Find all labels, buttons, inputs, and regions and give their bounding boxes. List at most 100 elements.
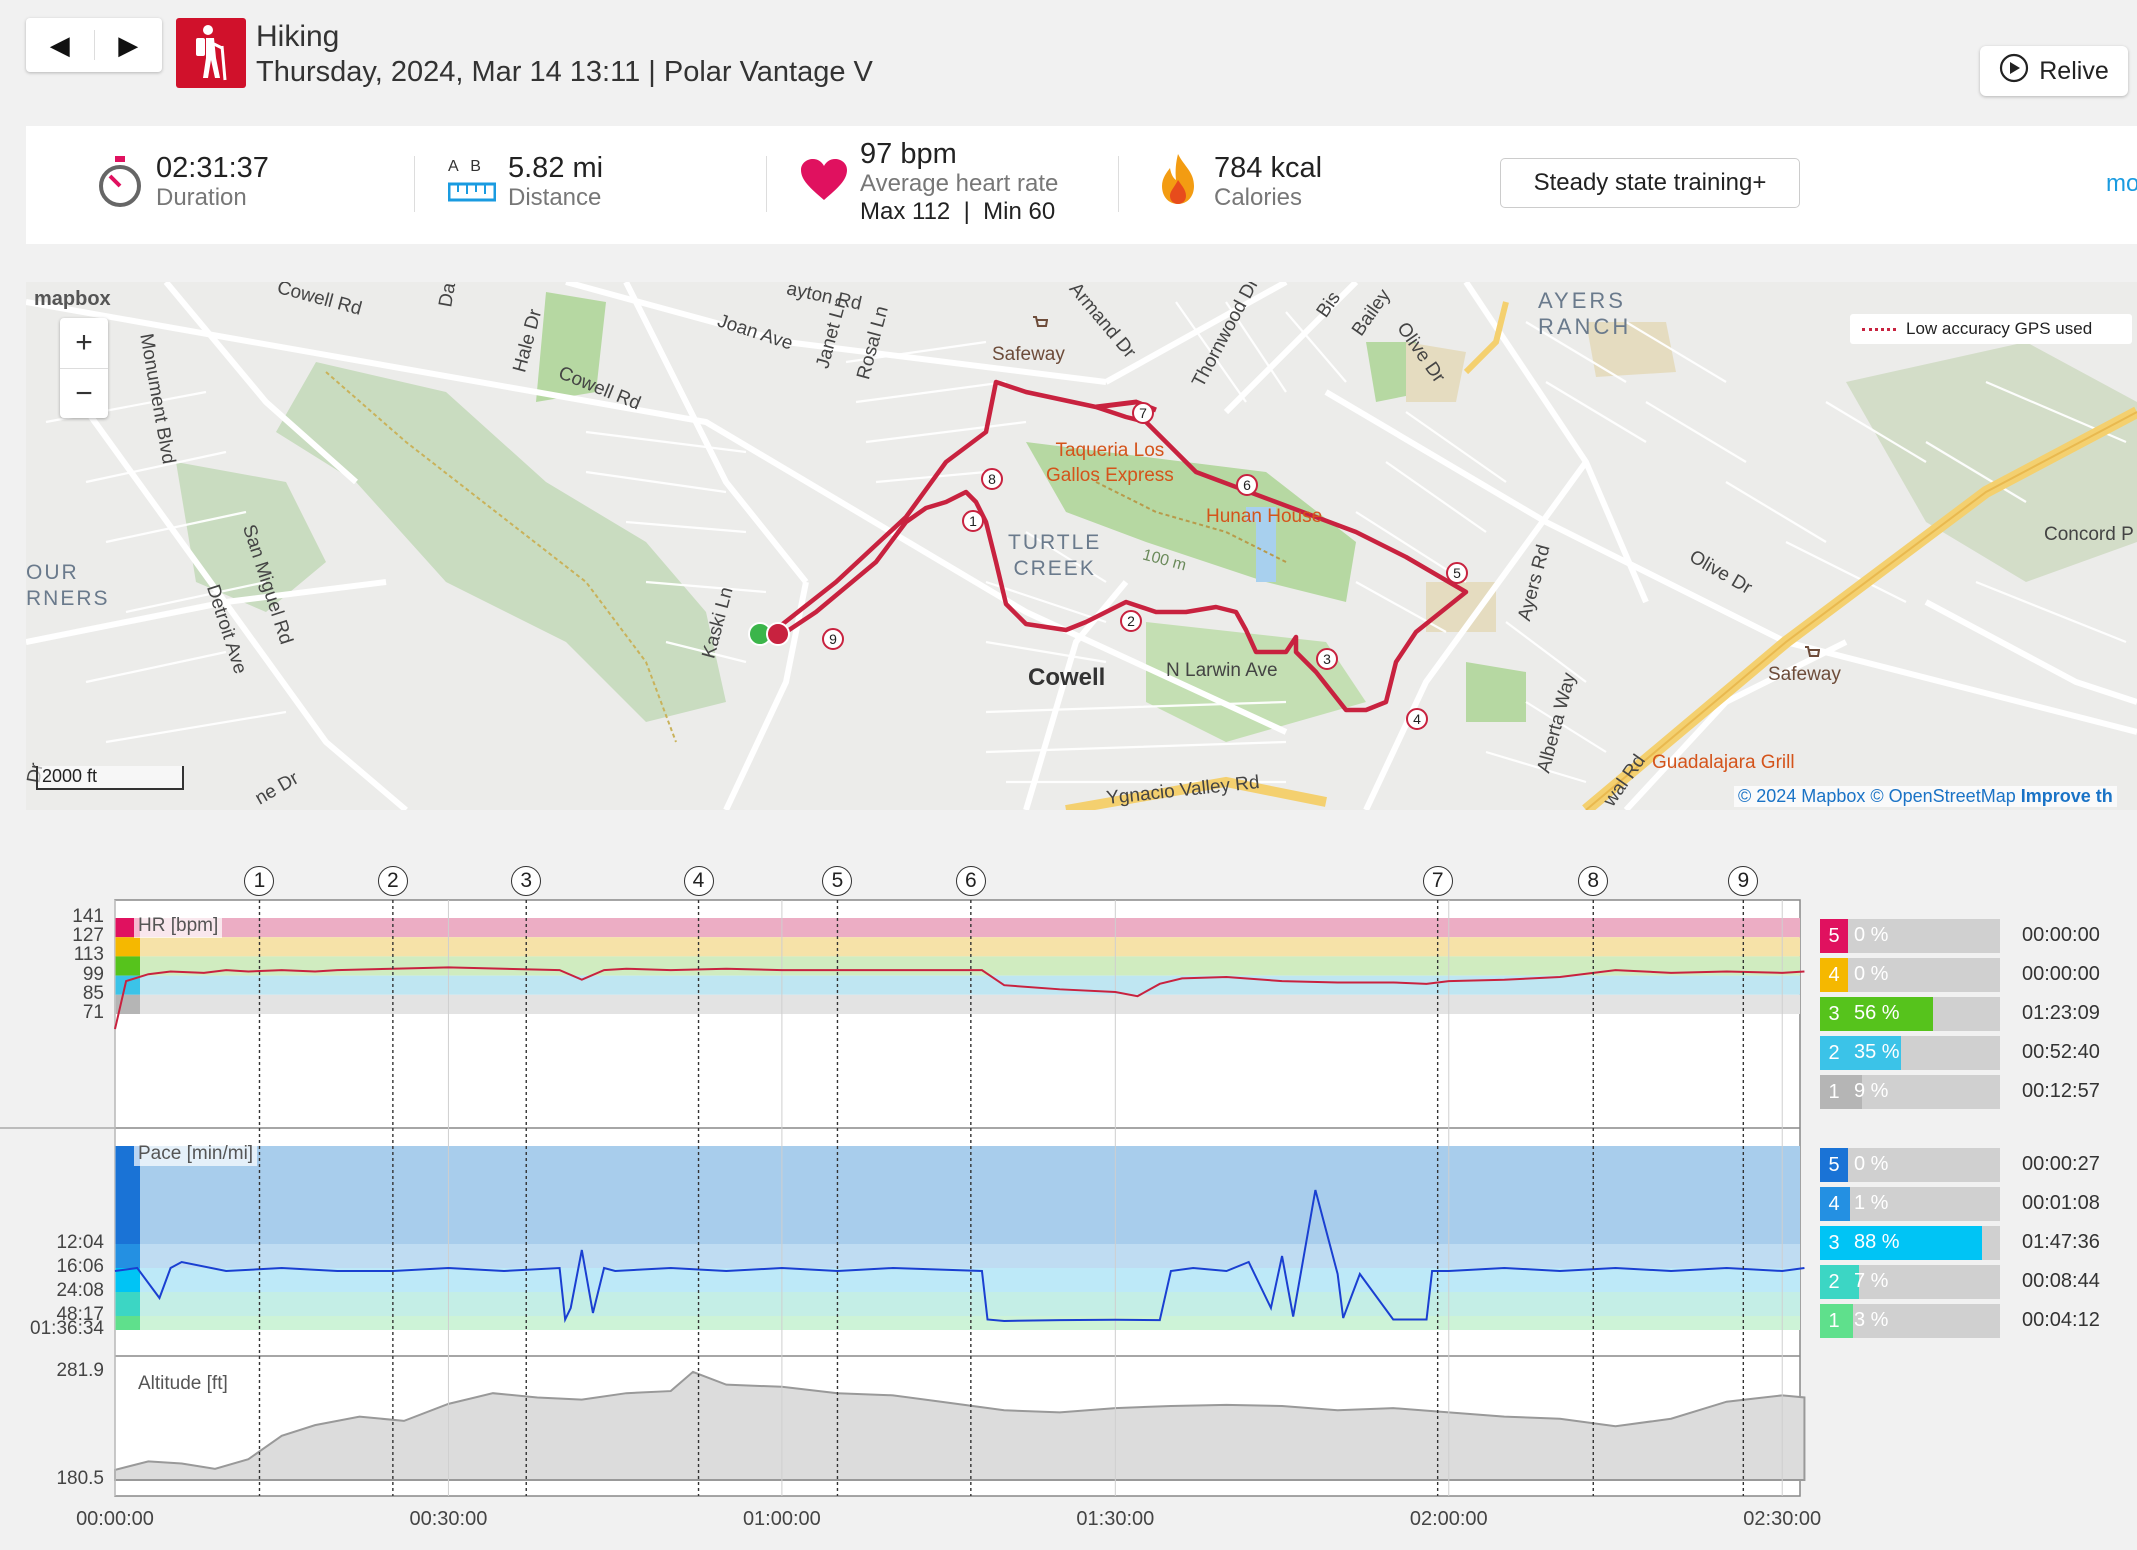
zone-percent: 0 % bbox=[1854, 963, 1889, 985]
route-marker-4[interactable]: 4 bbox=[1406, 708, 1428, 730]
gps-accuracy-legend: Low accuracy GPS used bbox=[1850, 314, 2132, 344]
route-marker-7[interactable]: 7 bbox=[1132, 402, 1154, 424]
hr-y-tick: 71 bbox=[82, 1002, 104, 1023]
hr-line bbox=[114, 966, 1805, 1030]
zone-number: 5 bbox=[1820, 1148, 1848, 1182]
lap-marker-4[interactable]: 4 bbox=[683, 866, 714, 896]
zone-fill bbox=[1848, 1036, 1902, 1070]
zone-percent: 0 % bbox=[1854, 924, 1889, 946]
pace-zone-swatch bbox=[115, 1316, 140, 1330]
distance-label: Distance bbox=[508, 184, 602, 211]
map-background bbox=[26, 282, 2137, 810]
previous-button[interactable]: ◀ bbox=[49, 29, 70, 60]
nav-divider bbox=[93, 30, 95, 60]
hr-zone-time: 00:00:00 bbox=[2022, 963, 2100, 985]
poi-label: Guadalajara Grill bbox=[1652, 752, 1795, 773]
calories-label: Calories bbox=[1214, 184, 1303, 211]
lap-marker-1[interactable]: 1 bbox=[244, 866, 275, 896]
place-label: Concord P bbox=[2044, 524, 2134, 545]
zone-bar: 0 % bbox=[1848, 1148, 2000, 1182]
charts-area bbox=[0, 899, 1806, 1497]
zone-fill bbox=[1848, 1226, 1982, 1260]
lap-marker-6[interactable]: 6 bbox=[955, 866, 986, 896]
pace-zone-row-4: 4 1 % bbox=[1820, 1187, 2000, 1221]
zone-percent: 1 % bbox=[1854, 1192, 1889, 1214]
scale-bar: 2000 ft bbox=[36, 766, 184, 790]
divider bbox=[414, 156, 415, 212]
pace-chart-label: Pace [min/mi] bbox=[134, 1142, 258, 1166]
x-tick: 02:00:00 bbox=[1409, 1508, 1488, 1530]
hr-zone-swatch bbox=[115, 975, 140, 995]
osm-attribution-link[interactable]: © OpenStreetMap bbox=[1870, 786, 2016, 806]
zone-number: 5 bbox=[1820, 919, 1848, 953]
hr-zone-band bbox=[140, 956, 1800, 976]
finish-marker-icon bbox=[766, 622, 790, 646]
route-marker-1[interactable]: 1 bbox=[962, 510, 984, 532]
pace-line bbox=[114, 1189, 1805, 1324]
dotted-line-icon bbox=[1862, 327, 1896, 331]
zone-bar: 7 % bbox=[1848, 1265, 2000, 1299]
hr-chart-label: HR [bpm] bbox=[134, 914, 223, 938]
hr-zone-row-2: 2 35 % bbox=[1820, 1036, 2000, 1070]
heart-icon bbox=[800, 158, 848, 207]
altitude-area bbox=[114, 1370, 1806, 1481]
pace-zone-swatch bbox=[115, 1292, 140, 1316]
zone-fill bbox=[1848, 1265, 1859, 1299]
pace-zone-band bbox=[140, 1268, 1800, 1292]
hr-y-tick: 99 bbox=[82, 963, 104, 985]
lap-marker-7[interactable]: 7 bbox=[1422, 866, 1453, 896]
zone-fill bbox=[1848, 1304, 1853, 1338]
route-map[interactable]: Cowell Rd Cowell Rd Monument Blvd Hale D… bbox=[26, 282, 2137, 810]
pace-zone-time: 00:00:27 bbox=[2022, 1153, 2100, 1175]
route-marker-3[interactable]: 3 bbox=[1316, 648, 1338, 670]
ruler-icon bbox=[447, 182, 497, 207]
lap-marker-9[interactable]: 9 bbox=[1728, 866, 1759, 896]
zone-number: 3 bbox=[1820, 997, 1848, 1031]
training-benefit-button[interactable]: Steady state training+ bbox=[1500, 158, 1800, 208]
relive-button[interactable]: Relive bbox=[1980, 46, 2128, 96]
altitude-chart-label: Altitude [ft] bbox=[134, 1372, 232, 1396]
map-attribution: © 2024 Mapbox © OpenStreetMap Improve th bbox=[1734, 786, 2117, 807]
pace-zone-band bbox=[140, 1244, 1800, 1268]
hr-y-tick: 113 bbox=[73, 944, 104, 966]
zone-bar: 1 % bbox=[1848, 1187, 2000, 1221]
zone-bar: 35 % bbox=[1848, 1036, 2000, 1070]
next-button[interactable]: ▶ bbox=[118, 29, 139, 60]
zoom-in-button[interactable]: + bbox=[60, 318, 108, 369]
route-marker-9[interactable]: 9 bbox=[822, 628, 844, 650]
mapbox-logo: mapbox bbox=[34, 288, 111, 310]
pace-zone-band bbox=[140, 1316, 1800, 1330]
lap-marker-3[interactable]: 3 bbox=[511, 866, 542, 896]
lap-marker-8[interactable]: 8 bbox=[1578, 866, 1609, 896]
altitude-y-tick: 180.5 bbox=[56, 1468, 104, 1489]
divider bbox=[766, 156, 767, 212]
more-link[interactable]: mo bbox=[2106, 170, 2137, 197]
hr-y-tick: 85 bbox=[82, 982, 104, 1004]
mapbox-attribution-link[interactable]: © 2024 Mapbox bbox=[1738, 786, 1866, 806]
distance-value: 5.82 mi bbox=[508, 152, 604, 184]
zoom-out-button[interactable]: − bbox=[75, 377, 93, 410]
street-label: N Larwin Ave bbox=[1166, 660, 1278, 681]
zone-percent: 88 % bbox=[1854, 1231, 1900, 1253]
shopping-cart-icon bbox=[1804, 646, 1821, 665]
pace-zone-row-3: 3 88 % bbox=[1820, 1226, 2000, 1260]
pace-zone-time: 00:04:12 bbox=[2022, 1309, 2100, 1331]
x-tick: 01:30:00 bbox=[1076, 1508, 1155, 1530]
hr-zone-time: 00:52:40 bbox=[2022, 1041, 2100, 1063]
lap-marker-2[interactable]: 2 bbox=[377, 866, 408, 896]
pace-zone-swatch bbox=[115, 1244, 140, 1268]
distance-ab-label: A B bbox=[448, 158, 485, 175]
zone-number: 2 bbox=[1820, 1036, 1848, 1070]
divider bbox=[1118, 156, 1119, 212]
zone-fill bbox=[1848, 1187, 1850, 1221]
hr-zone-swatch bbox=[115, 918, 140, 938]
lap-marker-5[interactable]: 5 bbox=[822, 866, 853, 896]
poi-label: Safeway bbox=[992, 344, 1065, 365]
improve-map-link[interactable]: Improve th bbox=[2020, 786, 2113, 806]
route-marker-2[interactable]: 2 bbox=[1120, 610, 1142, 632]
zone-bar: 9 % bbox=[1848, 1075, 2000, 1109]
route-marker-6[interactable]: 6 bbox=[1236, 474, 1258, 496]
hr-label: Average heart rate bbox=[860, 170, 1059, 197]
route-marker-5[interactable]: 5 bbox=[1446, 562, 1468, 584]
route-marker-8[interactable]: 8 bbox=[981, 468, 1003, 490]
